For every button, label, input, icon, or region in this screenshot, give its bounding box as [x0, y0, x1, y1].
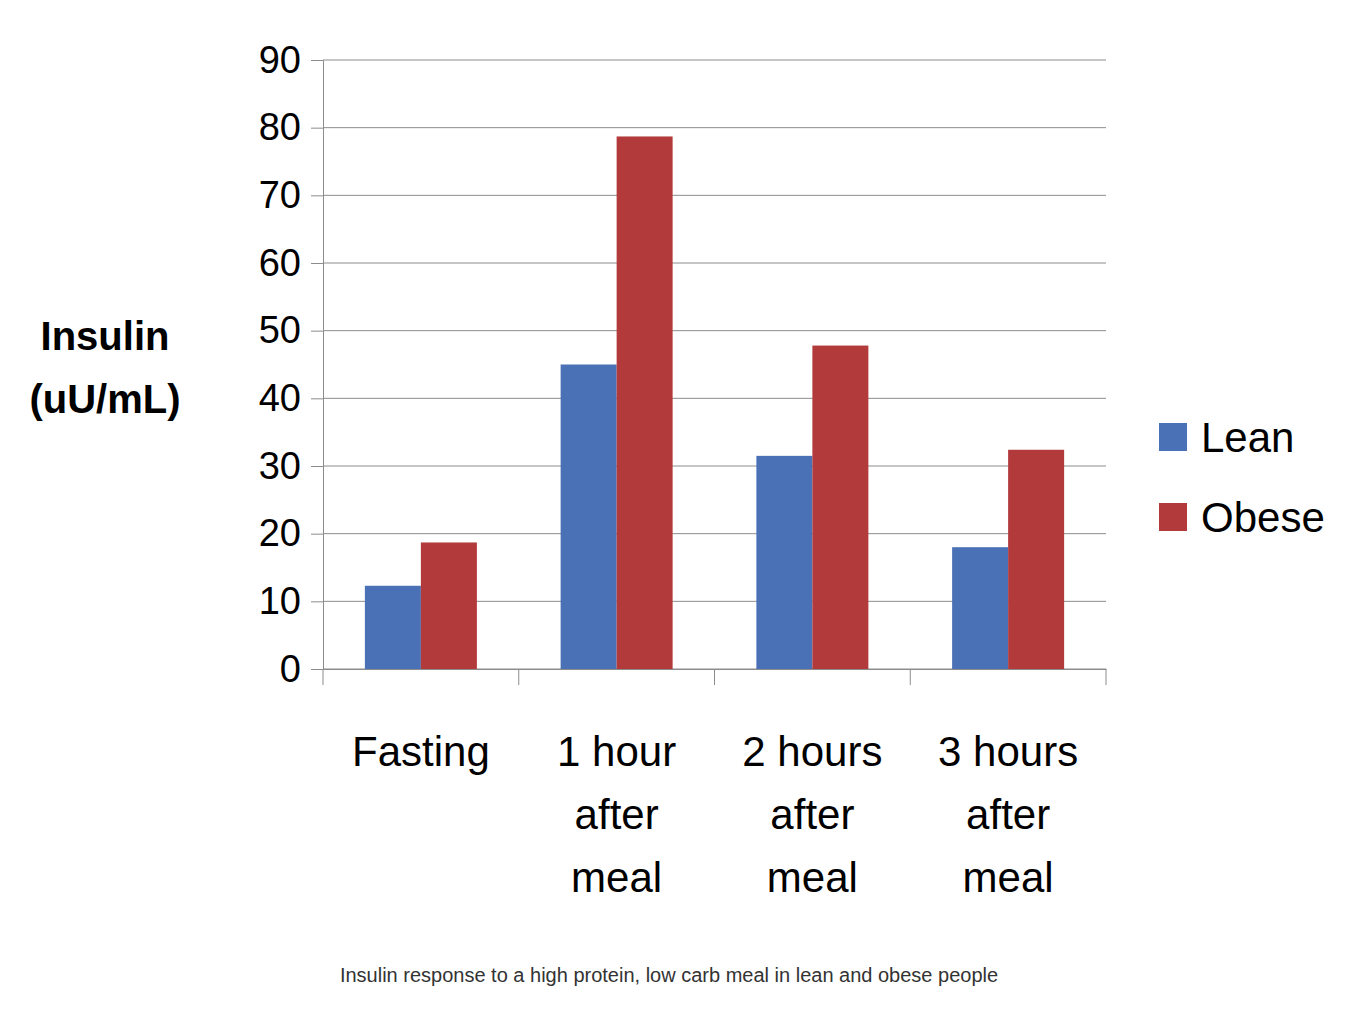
x-tick: Fasting: [352, 669, 490, 775]
x-separator: [714, 669, 715, 685]
grid-line: [323, 466, 1106, 467]
y-tick: 10: [259, 580, 323, 622]
y-tick: 60: [259, 242, 323, 284]
x-separator: [518, 669, 519, 685]
y-tick-label: 20: [259, 512, 301, 554]
bar: [421, 542, 477, 669]
grid: [323, 60, 1106, 669]
x-tick-label-line: after: [575, 791, 659, 838]
y-tick-label: 80: [259, 106, 301, 148]
y-axis-line: [311, 61, 324, 670]
grid-line: [323, 533, 1106, 534]
bar: [1008, 450, 1064, 669]
y-tick-label: 60: [259, 242, 301, 284]
x-tick: 2 hours after meal: [742, 669, 882, 901]
bar: [617, 136, 673, 669]
y-tick-mark: [311, 669, 323, 670]
y-tick-label: 90: [259, 39, 301, 81]
y-tick: 20: [259, 512, 323, 554]
y-tick-mark: [311, 128, 323, 129]
legend-swatch: [1159, 423, 1187, 451]
y-tick-mark: [311, 263, 323, 264]
x-axis: Fasting1 houraftermeal2 hoursaftermeal3 …: [324, 669, 1107, 901]
bar: [561, 365, 617, 670]
y-tick: 40: [259, 377, 323, 419]
grid-line: [323, 195, 1106, 196]
x-tick: 3 hours after meal: [938, 669, 1078, 901]
y-axis-title-line: Insulin: [41, 314, 170, 358]
y-tick-mark: [311, 398, 323, 399]
y-axis-title: Insulin (uU/mL): [29, 314, 180, 421]
bars: [365, 136, 1064, 669]
x-separator: [323, 669, 324, 685]
x-tick-label-line: 1 hour: [557, 728, 676, 775]
legend-swatch: [1159, 503, 1187, 531]
grid-line: [323, 127, 1106, 128]
x-tick-label-line: after: [966, 791, 1050, 838]
x-tick-label-line: meal: [571, 854, 662, 901]
y-tick: 80: [259, 106, 323, 148]
x-tick-label: Fasting: [352, 728, 490, 775]
y-tick-mark: [311, 331, 323, 332]
y-tick-mark: [311, 60, 323, 61]
x-tick-label-line: meal: [963, 854, 1054, 901]
grid-line: [323, 398, 1106, 399]
x-tick-label: 1 hour after meal: [557, 728, 676, 901]
bar: [365, 586, 421, 669]
x-tick-label-line: meal: [767, 854, 858, 901]
y-tick: 70: [259, 174, 323, 216]
y-axis: 0 10 20 30 40 50 60 70 80 90: [259, 39, 324, 690]
x-separator: [1106, 669, 1107, 685]
y-tick-label: 30: [259, 445, 301, 487]
x-tick-label-line: 3 hours: [938, 728, 1078, 775]
grid-line: [323, 263, 1106, 264]
y-tick-label: 10: [259, 580, 301, 622]
y-tick-label: 50: [259, 309, 301, 351]
grid-line: [323, 60, 1106, 61]
x-separators: [323, 669, 1106, 685]
legend: Lean Obese: [1159, 414, 1325, 541]
y-tick: 50: [259, 309, 323, 351]
x-tick: 1 hour after meal: [557, 669, 676, 901]
y-tick-label: 0: [280, 648, 301, 690]
y-tick-mark: [311, 534, 323, 535]
bar-series: [421, 136, 1064, 669]
chart: 0 10 20 30 40 50 60 70 80 90 Fasting 1 hour after mea…: [0, 0, 1366, 1020]
y-tick-label: 40: [259, 377, 301, 419]
x-separator: [910, 669, 911, 685]
y-tick-mark: [311, 601, 323, 602]
x-tick-label-line: 2 hours: [742, 728, 882, 775]
bar: [952, 547, 1008, 669]
x-tick-label: 3 hours after meal: [938, 728, 1078, 901]
y-tick: 90: [259, 39, 323, 81]
y-tick: 0: [280, 648, 323, 690]
y-tick-label: 70: [259, 174, 301, 216]
bar: [812, 346, 868, 669]
x-tick-label-line: after: [770, 791, 854, 838]
y-axis-title-line: (uU/mL): [29, 377, 180, 421]
grid-line: [323, 330, 1106, 331]
bar-series: [365, 365, 1008, 670]
bar: [756, 456, 812, 669]
y-tick: 30: [259, 445, 323, 487]
y-tick-mark: [311, 466, 323, 467]
y-tick-mark: [311, 195, 323, 196]
legend-label: Lean: [1201, 414, 1294, 461]
x-tick-label-line: Fasting: [352, 728, 490, 775]
chart-title: Insulin response to a high protein, low …: [340, 964, 998, 986]
x-tick-label: 2 hours after meal: [742, 728, 882, 901]
legend-label: Obese: [1201, 494, 1325, 541]
